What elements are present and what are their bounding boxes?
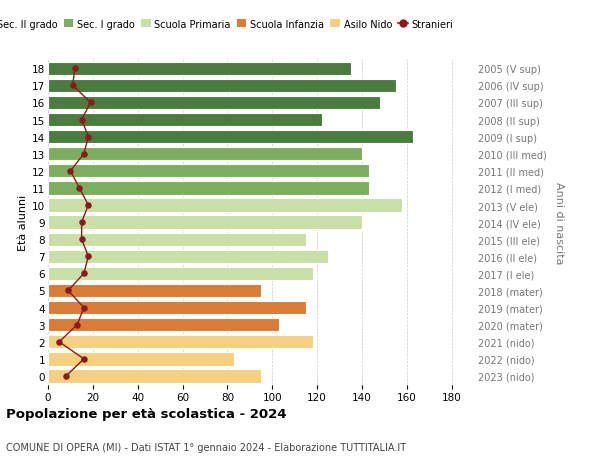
Point <box>83 134 93 141</box>
Bar <box>48 79 395 93</box>
Point <box>79 355 89 363</box>
Point <box>83 253 93 260</box>
Point <box>68 83 77 90</box>
Text: COMUNE DI OPERA (MI) - Dati ISTAT 1° gennaio 2024 - Elaborazione TUTTITALIA.IT: COMUNE DI OPERA (MI) - Dati ISTAT 1° gen… <box>6 442 406 452</box>
Point <box>61 373 71 380</box>
Bar <box>48 284 261 297</box>
Point <box>86 100 95 107</box>
Point <box>79 270 89 278</box>
Bar <box>48 319 279 332</box>
Point <box>83 202 93 209</box>
Bar <box>48 96 380 110</box>
Point <box>74 185 84 192</box>
Bar <box>48 353 234 366</box>
Bar <box>48 199 402 212</box>
Point <box>64 287 73 295</box>
Bar <box>48 336 313 349</box>
Bar <box>48 182 368 195</box>
Y-axis label: Anni di nascita: Anni di nascita <box>554 181 563 264</box>
Bar <box>48 165 368 178</box>
Point <box>73 321 82 329</box>
Bar <box>48 62 350 76</box>
Point <box>65 168 75 175</box>
Bar <box>48 131 413 144</box>
Text: Popolazione per età scolastica - 2024: Popolazione per età scolastica - 2024 <box>6 407 287 420</box>
Point <box>77 117 86 124</box>
Point <box>79 151 89 158</box>
Bar <box>48 148 362 161</box>
Legend: Sec. II grado, Sec. I grado, Scuola Primaria, Scuola Infanzia, Asilo Nido, Stran: Sec. II grado, Sec. I grado, Scuola Prim… <box>0 16 457 34</box>
Point <box>70 65 80 73</box>
Bar <box>48 216 362 229</box>
Bar <box>48 301 306 314</box>
Point <box>79 304 89 312</box>
Bar <box>48 250 328 263</box>
Bar <box>48 267 313 280</box>
Point <box>77 219 86 226</box>
Bar <box>48 113 322 127</box>
Bar <box>48 233 306 246</box>
Bar <box>48 369 261 383</box>
Point <box>55 338 64 346</box>
Y-axis label: Età alunni: Età alunni <box>18 195 28 251</box>
Point <box>77 236 86 243</box>
